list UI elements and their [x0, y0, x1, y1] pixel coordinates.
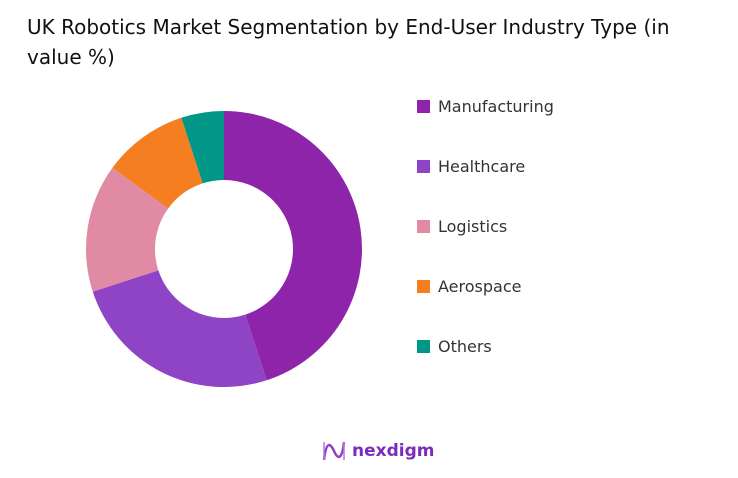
logo-icon	[322, 441, 346, 461]
legend-item-manufacturing: Manufacturing	[417, 97, 554, 116]
legend-label: Manufacturing	[438, 97, 554, 116]
legend-swatch	[417, 280, 430, 293]
legend-item-logistics: Logistics	[417, 217, 507, 236]
slice-manufacturing	[224, 111, 362, 381]
legend-swatch	[417, 340, 430, 353]
slice-others	[181, 111, 224, 184]
legend-swatch	[417, 220, 430, 233]
legend-swatch	[417, 160, 430, 173]
chart-title: UK Robotics Market Segmentation by End-U…	[27, 15, 670, 69]
legend-item-healthcare: Healthcare	[417, 157, 525, 176]
slice-healthcare	[92, 270, 267, 387]
logo-text: nexdigm	[352, 441, 435, 461]
legend-label: Healthcare	[438, 157, 526, 176]
legend-label: Others	[438, 337, 492, 356]
slice-aerospace	[112, 117, 203, 209]
slice-logistics	[86, 167, 169, 292]
legend-item-others: Others	[417, 337, 492, 356]
legend-item-aerospace: Aerospace	[417, 277, 521, 296]
legend-label: Aerospace	[438, 277, 522, 296]
legend-label: Logistics	[438, 217, 508, 236]
nexdigm-logo: nexdigm	[322, 440, 434, 462]
legend-swatch	[417, 100, 430, 113]
